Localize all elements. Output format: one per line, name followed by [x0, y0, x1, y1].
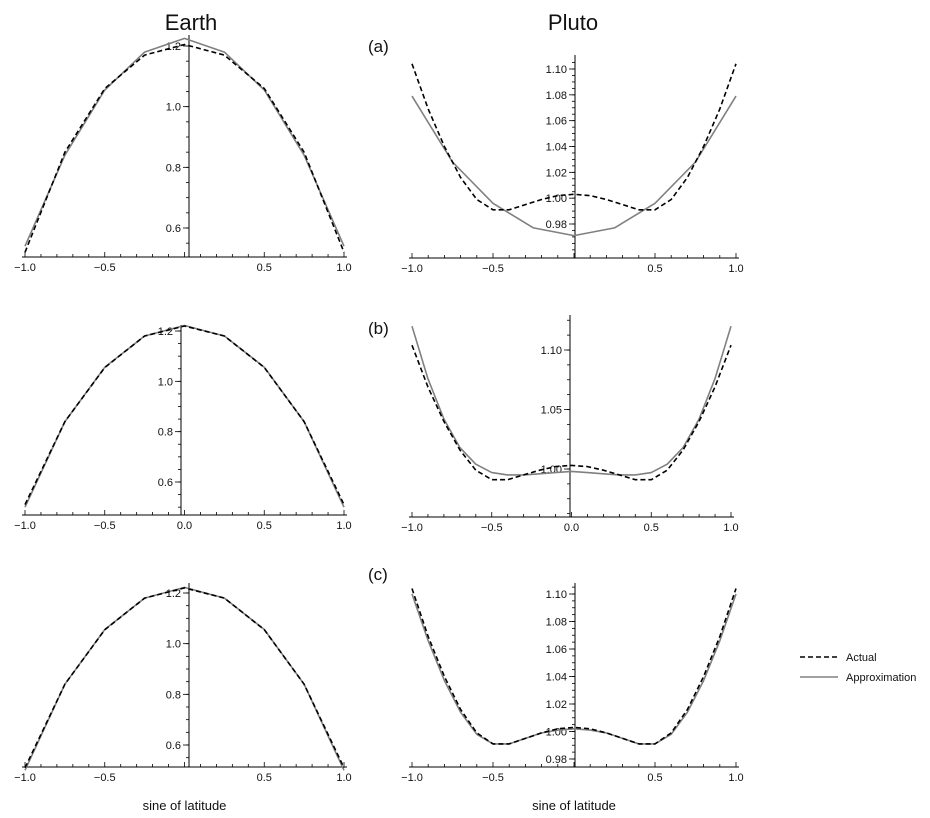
y-tick-label: 1.00 — [546, 193, 567, 205]
series-actual-line — [24, 587, 345, 769]
x-tick-label: −0.5 — [482, 263, 504, 275]
x-tick-label: 0.0 — [177, 520, 192, 532]
x-tick-label: −0.5 — [94, 262, 116, 274]
y-tick-label: 0.6 — [158, 477, 173, 489]
x-tick-label: 1.0 — [728, 263, 743, 275]
x-tick-label: 1.0 — [728, 772, 743, 784]
y-tick-label: 1.08 — [546, 617, 567, 629]
x-tick-label: 0.5 — [644, 522, 659, 534]
x-tick-label: 0.5 — [257, 520, 272, 532]
series-actual-line — [411, 63, 737, 211]
legend: Actual Approximation — [800, 652, 916, 684]
panel-pluto-3: −1.0 −0.5 0.5 1.00.981.001.021.041.061.081.… — [368, 565, 744, 813]
x-tick-label: −0.5 — [94, 772, 116, 784]
x-tick-label: −1.0 — [401, 522, 423, 534]
title-pluto: Pluto — [548, 10, 598, 35]
y-tick-label: 1.06 — [546, 116, 567, 128]
y-tick-label: 1.04 — [546, 672, 567, 684]
panel-label: (c) — [368, 565, 388, 584]
y-tick-label: 1.10 — [541, 345, 562, 357]
panel-earth-1: −1.0 −0.5 0.5 1.00.60.81.01.2 — [14, 35, 352, 274]
x-tick-label: 1.0 — [723, 522, 738, 534]
y-tick-label: 1.10 — [546, 64, 567, 76]
y-tick-label: 0.98 — [546, 219, 567, 231]
x-axis-title: sine of latitude — [532, 798, 616, 813]
panel-pluto-2: −1.0 −0.5 0.0 0.5 1.01.001.051.10(b) — [368, 315, 739, 534]
x-tick-label: 1.0 — [336, 520, 351, 532]
series-actual-line — [411, 344, 732, 481]
x-tick-label: −0.5 — [482, 772, 504, 784]
x-tick-label: 0.5 — [257, 772, 272, 784]
series-approximation-line — [24, 324, 345, 508]
x-tick-label: 1.0 — [336, 262, 351, 274]
y-tick-label: 1.05 — [541, 405, 562, 417]
series-approximation-line — [411, 593, 737, 745]
series-actual-line — [24, 325, 345, 505]
panel-earth-2: −1.0 −0.5 0.0 0.5 1.00.60.81.01.2 — [14, 324, 352, 532]
y-tick-label: 0.98 — [546, 754, 567, 766]
y-tick-label: 1.02 — [546, 167, 567, 179]
series-approximation-line — [24, 586, 345, 771]
series-approximation-line — [24, 37, 345, 247]
x-tick-label: −0.5 — [94, 520, 116, 532]
series-actual-line — [411, 588, 737, 745]
y-tick-label: 0.6 — [166, 223, 181, 235]
y-tick-label: 1.06 — [546, 644, 567, 656]
y-tick-label: 0.8 — [166, 162, 181, 174]
y-tick-label: 1.0 — [166, 639, 181, 651]
x-tick-label: 0.5 — [647, 263, 662, 275]
x-tick-label: 0.0 — [564, 522, 579, 534]
y-tick-label: 0.8 — [166, 689, 181, 701]
y-tick-label: 1.10 — [546, 589, 567, 601]
x-tick-label: −1.0 — [14, 520, 36, 532]
series-approximation-line — [411, 95, 737, 237]
series-actual-line — [24, 43, 345, 253]
y-tick-label: 1.0 — [158, 376, 173, 388]
legend-approx-label: Approximation — [846, 672, 916, 684]
x-tick-label: 0.5 — [647, 772, 662, 784]
panel-pluto-1: −1.0 −0.5 0.5 1.0 0.98 1.00 1.02 1.04 1.06 1.08 1.… — [368, 37, 744, 275]
y-tick-label: 1.04 — [546, 142, 567, 154]
panel-label: (a) — [368, 37, 389, 56]
series-approximation-line — [411, 325, 732, 476]
x-tick-label: −0.5 — [481, 522, 503, 534]
y-tick-label: 0.6 — [166, 740, 181, 752]
x-tick-label: −1.0 — [14, 772, 36, 784]
y-tick-label: 1.08 — [546, 90, 567, 102]
x-tick-label: −1.0 — [14, 262, 36, 274]
x-tick-label: −1.0 — [401, 263, 423, 275]
y-tick-label: 0.8 — [158, 427, 173, 439]
y-tick-label: 1.0 — [166, 102, 181, 114]
y-tick-label: 1.02 — [546, 699, 567, 711]
x-tick-label: 0.5 — [257, 262, 272, 274]
x-tick-label: −1.0 — [401, 772, 423, 784]
panel-label: (b) — [368, 319, 389, 338]
legend-actual-label: Actual — [846, 652, 877, 664]
x-axis-title: sine of latitude — [143, 798, 227, 813]
title-earth: Earth — [165, 10, 218, 35]
x-tick-label: 1.0 — [336, 772, 351, 784]
